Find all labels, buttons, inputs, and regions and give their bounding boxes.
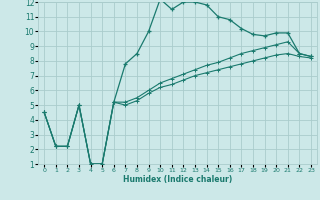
- X-axis label: Humidex (Indice chaleur): Humidex (Indice chaleur): [123, 175, 232, 184]
